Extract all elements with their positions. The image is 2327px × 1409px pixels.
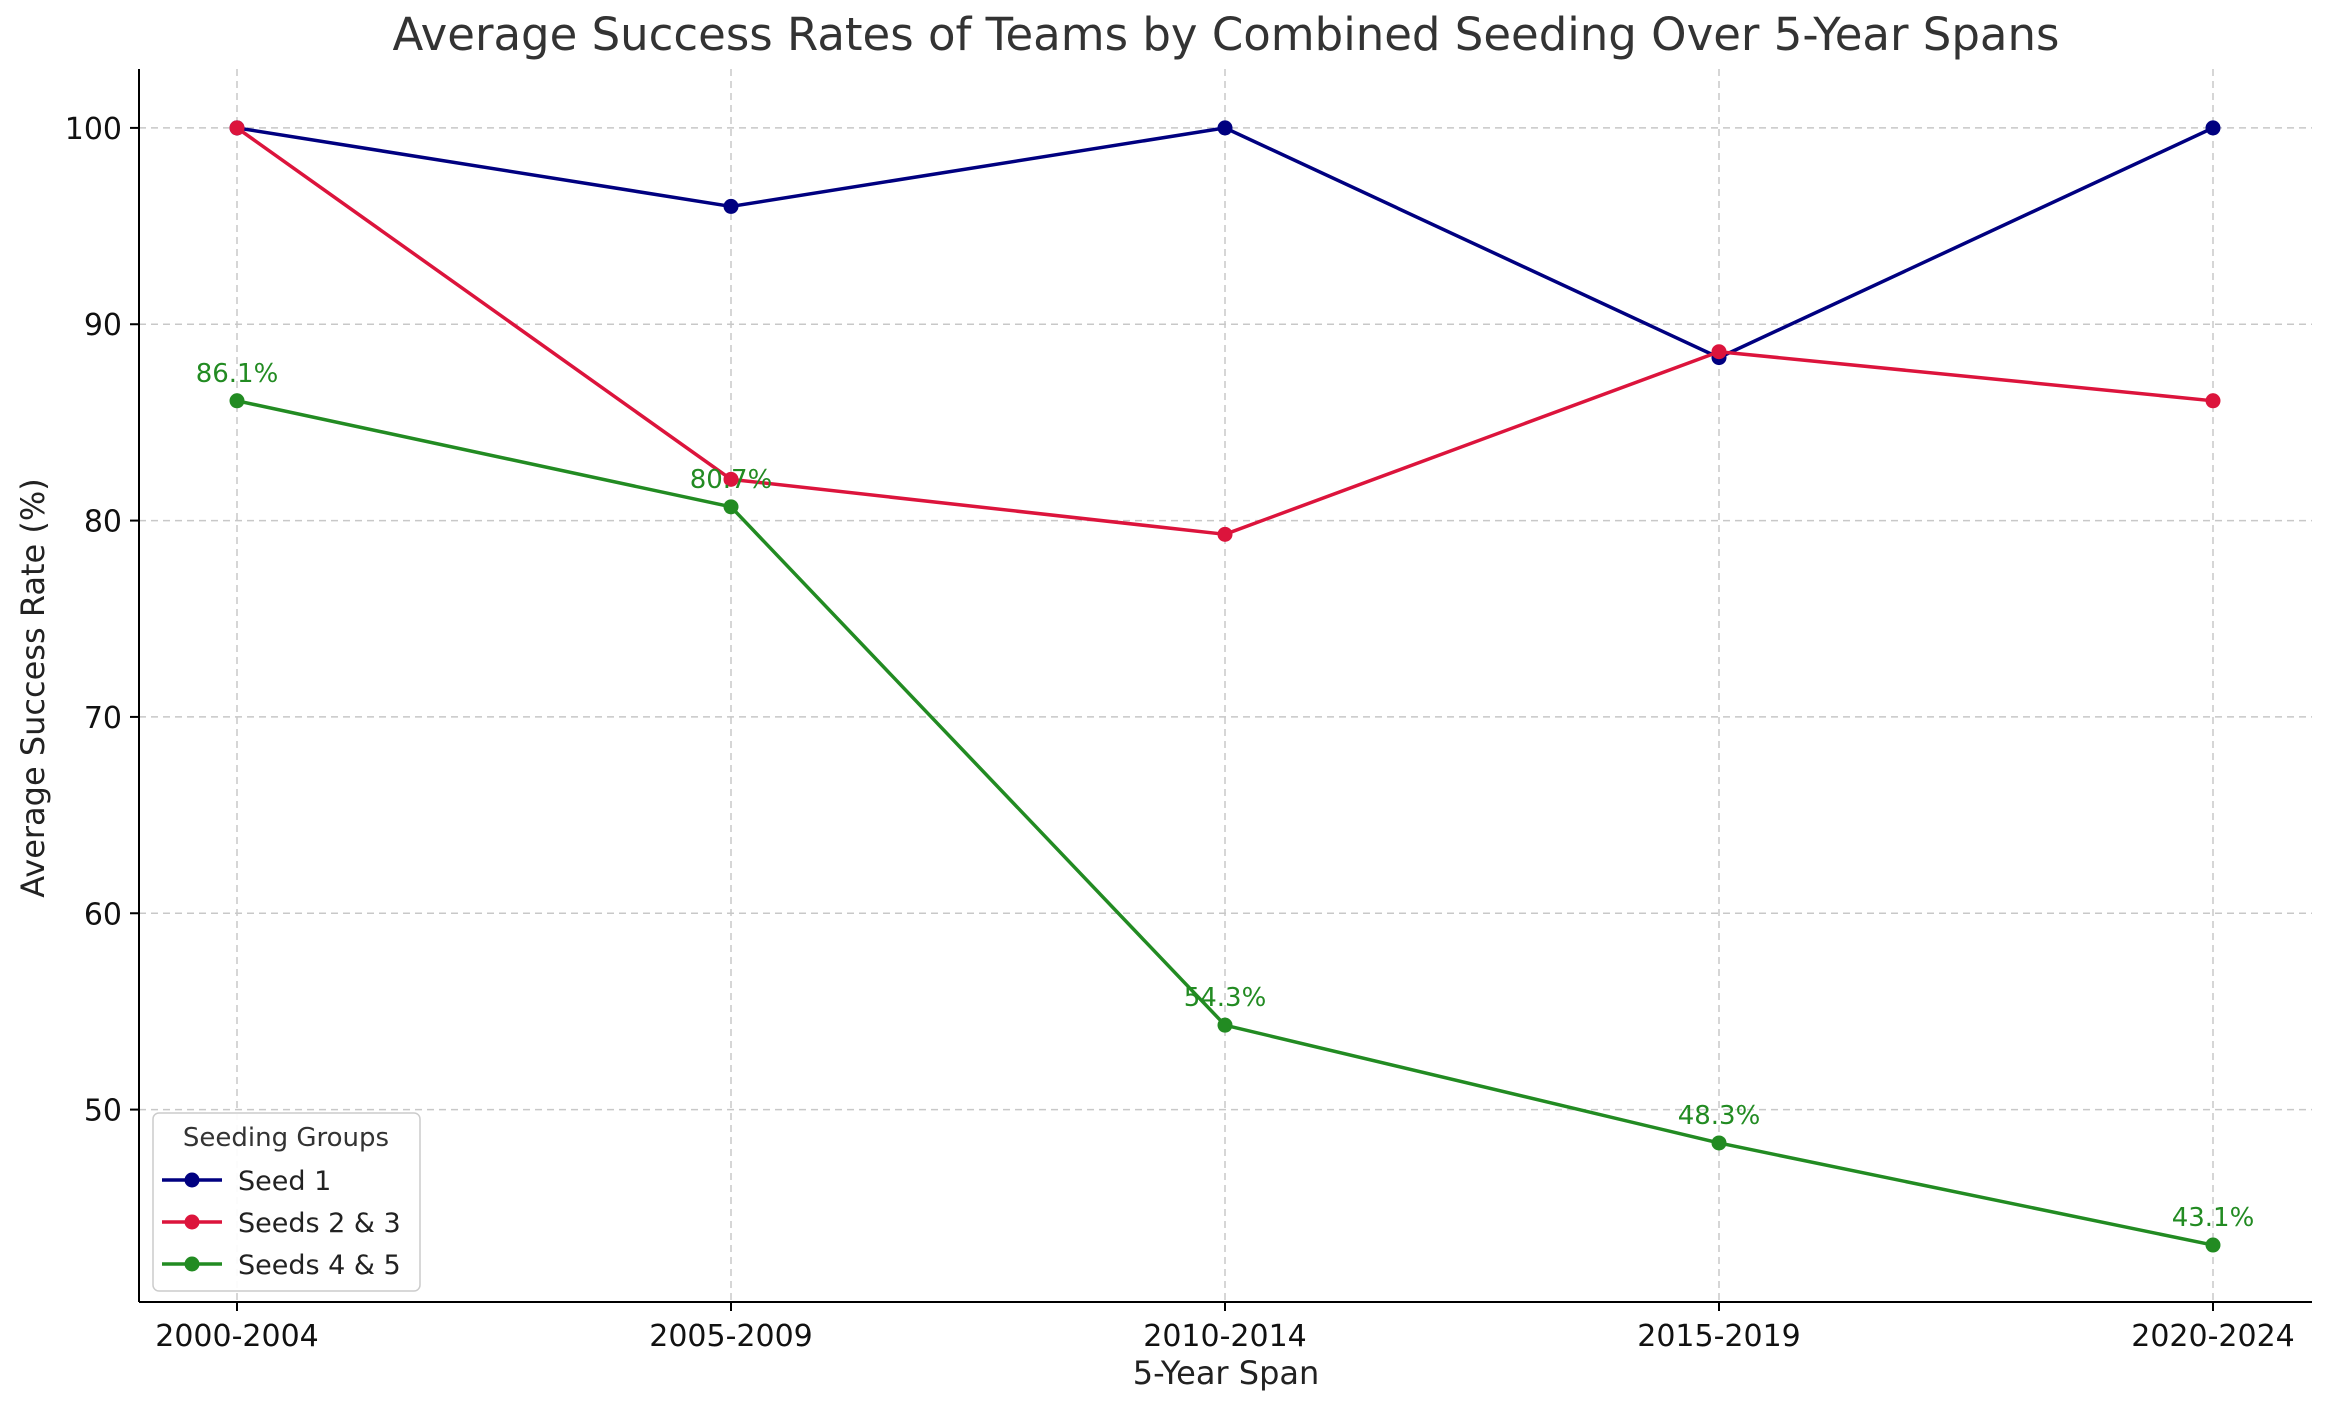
- legend: Seeding Groups Seed 1 Seeds 2 & 3 Seeds 4 …: [152, 1112, 421, 1292]
- legend-marker: [184, 1214, 200, 1230]
- data-point: [1711, 1135, 1727, 1151]
- legend-entry: Seeds 4 & 5: [162, 1250, 401, 1281]
- x-tick-label: 2000-2004: [155, 1319, 319, 1354]
- legend-title: Seeding Groups: [183, 1123, 389, 1153]
- legend-entry: Seed 1: [162, 1166, 331, 1197]
- data-label: 80.7%: [690, 465, 773, 495]
- y-axis-label: Average Success Rate (%): [14, 478, 52, 897]
- legend-entries: Seed 1 Seeds 2 & 3 Seeds 4 & 5: [162, 1166, 401, 1281]
- data-point: [2205, 1237, 2221, 1253]
- data-point: [2205, 393, 2221, 409]
- data-point: [1217, 526, 1233, 542]
- x-tick-label: 2015-2019: [1637, 1319, 1801, 1354]
- legend-label: Seeds 2 & 3: [238, 1208, 401, 1239]
- legend-marker: [184, 1256, 200, 1272]
- x-tick-label: 2020-2024: [2131, 1319, 2295, 1354]
- data-label: 48.3%: [1678, 1101, 1761, 1131]
- data-point: [1711, 344, 1727, 360]
- x-axis-label: 5-Year Span: [1133, 1354, 1320, 1392]
- series-1: [229, 120, 2221, 542]
- series-line: [235, 126, 2214, 537]
- legend-label: Seed 1: [238, 1166, 331, 1197]
- y-tick-label: 90: [84, 308, 122, 343]
- data-point: [723, 499, 739, 515]
- data-point: [1217, 1017, 1233, 1033]
- legend-entry: Seeds 2 & 3: [162, 1208, 401, 1239]
- data-point: [2205, 120, 2221, 136]
- legend-box: [152, 1112, 421, 1292]
- y-tick-label: 70: [84, 701, 122, 736]
- data-point: [723, 198, 739, 214]
- data-label: 54.3%: [1184, 983, 1267, 1013]
- y-tick-label: 60: [84, 897, 122, 932]
- grid-lines: [139, 69, 2312, 1302]
- x-tick-label: 2010-2014: [1143, 1319, 1307, 1354]
- data-point: [229, 393, 245, 409]
- x-tick-label: 2005-2009: [649, 1319, 813, 1354]
- chart-title: Average Success Rates of Teams by Combin…: [393, 8, 2060, 61]
- data-label: 86.1%: [196, 359, 279, 389]
- data-point: [229, 120, 245, 136]
- series-lines: [229, 120, 2221, 1253]
- data-label: 43.1%: [2172, 1203, 2255, 1233]
- data-labels: 86.1% 80.7% 54.3% 48.3% 43.1%: [196, 359, 2255, 1233]
- y-tick-label: 80: [84, 505, 122, 540]
- series-2: [229, 393, 2221, 1253]
- legend-label: Seeds 4 & 5: [238, 1250, 401, 1281]
- axes: 2000-2004 2005-2009 2010-2014 2015-2019 2020…: [65, 69, 2312, 1354]
- data-point: [1217, 120, 1233, 136]
- data-point: [723, 471, 739, 487]
- y-tick-label: 100: [65, 112, 122, 147]
- legend-marker: [184, 1172, 200, 1188]
- y-tick-label: 50: [84, 1094, 122, 1129]
